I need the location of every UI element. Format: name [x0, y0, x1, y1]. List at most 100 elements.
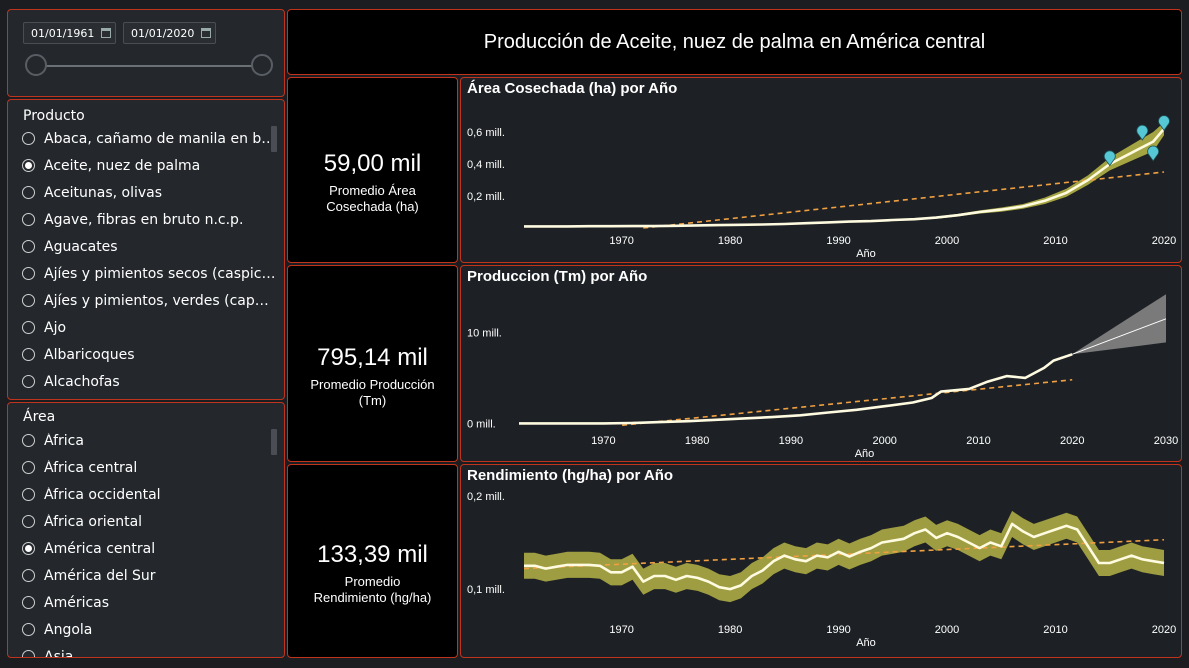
radio-unselected-icon[interactable] [22, 461, 35, 474]
radio-option[interactable]: África central [22, 454, 276, 481]
x-tick-label: 1990 [826, 624, 850, 636]
kpi-card-area: 59,00 mil Promedio Área Cosechada (ha) [287, 77, 458, 263]
date-range-filter: 01/01/1961 01/01/2020 [7, 9, 285, 97]
radio-option[interactable]: África oriental [22, 508, 276, 535]
radio-option[interactable]: Aceitunas, olivas [22, 179, 276, 206]
page-title: Producción de Aceite, nuez de palma en A… [483, 30, 986, 53]
trend-line [523, 538, 1165, 570]
x-tick-label: 1990 [826, 235, 850, 247]
trend-line [643, 171, 1165, 229]
y-tick-label: 0,6 mill. [467, 127, 505, 139]
x-tick-label: 1970 [609, 235, 633, 247]
date-from-value: 01/01/1961 [31, 27, 95, 40]
radio-unselected-icon[interactable] [22, 294, 35, 307]
radio-option[interactable]: América del Sur [22, 562, 276, 589]
area-chart[interactable]: 0,2 mill. 0,4 mill. 0,6 mill. 1970 1980 1990 2… [461, 78, 1181, 262]
chart-title: Rendimiento (hg/ha) por Año [467, 467, 674, 484]
header-panel: Producción de Aceite, nuez de palma en A… [287, 9, 1182, 75]
radio-option-label: África [44, 432, 84, 449]
kpi-card-yield: 133,39 mil Promedio Rendimiento (hg/ha) [287, 464, 458, 658]
anomaly-marker [1158, 115, 1170, 132]
x-tick-label: 2020 [1152, 235, 1176, 247]
x-tick-label: 2010 [966, 435, 990, 447]
radio-option[interactable]: Ajíes y pimientos secos (caspicum spp.) [22, 260, 276, 287]
radio-unselected-icon[interactable] [22, 623, 35, 636]
radio-unselected-icon[interactable] [22, 596, 35, 609]
calendar-icon[interactable] [101, 28, 111, 38]
x-tick-label: 2000 [935, 235, 959, 247]
radio-unselected-icon[interactable] [22, 267, 35, 280]
radio-unselected-icon[interactable] [22, 186, 35, 199]
radio-option[interactable]: Albaricoques [22, 341, 276, 368]
radio-option[interactable]: Alcachofas [22, 368, 276, 395]
x-axis-label: Año [855, 448, 875, 460]
y-tick-label: 0,2 mill. [467, 491, 505, 503]
radio-option[interactable]: Angola [22, 616, 276, 643]
radio-unselected-icon[interactable] [22, 348, 35, 361]
radio-unselected-icon[interactable] [22, 132, 35, 145]
radio-unselected-icon[interactable] [22, 321, 35, 334]
chart-panel-production: Produccion (Tm) por Año 0 mill. 10 mill. 1… [460, 265, 1182, 462]
radio-option[interactable]: América central [22, 535, 276, 562]
series-line [524, 522, 1165, 591]
product-list-scrollbar[interactable] [271, 126, 277, 152]
radio-unselected-icon[interactable] [22, 650, 35, 657]
radio-unselected-icon[interactable] [22, 434, 35, 447]
radio-option-label: África oriental [44, 513, 143, 530]
radio-unselected-icon[interactable] [22, 488, 35, 501]
date-from-input[interactable]: 01/01/1961 [23, 22, 116, 44]
radio-option[interactable]: Ajíes y pimientos, verdes (capsicum spp.… [22, 287, 276, 314]
date-range-end-handle[interactable] [251, 54, 273, 76]
y-tick-label: 0 mill. [467, 418, 496, 430]
radio-option-label: Aceitunas, olivas [44, 184, 163, 201]
chart-panel-yield: Rendimiento (hg/ha) por Año 0,1 mill. 0,2… [460, 464, 1182, 658]
radio-option-label: América central [44, 540, 156, 557]
radio-unselected-icon[interactable] [22, 240, 35, 253]
radio-option[interactable]: Aceite, nuez de palma [22, 152, 276, 179]
trend-line [622, 378, 1073, 427]
radio-option-label: Abaca, cañamo de manila en bruto [44, 130, 276, 147]
radio-option-label: Agave, fibras en bruto n.c.p. [44, 211, 244, 228]
series-line [519, 353, 1073, 425]
y-tick-label: 0,4 mill. [467, 159, 505, 171]
chart-panel-area: Área Cosechada (ha) por Año 0,2 mill. 0,4… [460, 77, 1182, 263]
product-filter: Producto Abaca, cañamo de manila en brut… [7, 99, 285, 400]
radio-option[interactable]: Asia [22, 643, 276, 657]
date-to-input[interactable]: 01/01/2020 [123, 22, 216, 44]
x-tick-label: 2010 [1043, 235, 1067, 247]
radio-unselected-icon[interactable] [22, 213, 35, 226]
yield-chart[interactable]: 0,1 mill. 0,2 mill. 1970 1980 1990 2000 2010 20… [461, 465, 1181, 657]
area-list-scrollbar[interactable] [271, 429, 277, 455]
x-tick-label: 2020 [1060, 435, 1084, 447]
date-range-slider-track[interactable] [44, 65, 271, 67]
x-tick-label: 1980 [685, 435, 709, 447]
calendar-icon[interactable] [201, 28, 211, 38]
radio-option[interactable]: Aguacates [22, 233, 276, 260]
radio-option-label: Ajíes y pimientos, verdes (capsicum spp.… [44, 292, 276, 309]
radio-option[interactable]: África occidental [22, 481, 276, 508]
radio-option[interactable]: Ajo [22, 314, 276, 341]
kpi-card-production: 795,14 mil Promedio Producción (Tm) [287, 265, 458, 462]
x-tick-label: 2000 [872, 435, 896, 447]
radio-option[interactable]: África [22, 427, 276, 454]
radio-option-label: Aguacates [44, 238, 118, 255]
x-tick-label: 1980 [718, 235, 742, 247]
radio-unselected-icon[interactable] [22, 515, 35, 528]
chart-title: Área Cosechada (ha) por Año [467, 80, 678, 97]
radio-unselected-icon[interactable] [22, 569, 35, 582]
x-axis-label: Año [856, 248, 876, 260]
y-tick-label: 10 mill. [467, 327, 502, 339]
radio-option[interactable]: Agave, fibras en bruto n.c.p. [22, 206, 276, 233]
product-radio-list: Abaca, cañamo de manila en bruto Aceite, … [22, 125, 276, 395]
production-chart[interactable]: 0 mill. 10 mill. 1970 1980 1990 2000 2010 2020 2… [461, 266, 1181, 461]
radio-unselected-icon[interactable] [22, 375, 35, 388]
radio-selected-icon[interactable] [22, 159, 35, 172]
date-to-value: 01/01/2020 [131, 27, 195, 40]
radio-option[interactable]: Abaca, cañamo de manila en bruto [22, 125, 276, 152]
y-tick-label: 0,1 mill. [467, 584, 505, 596]
date-range-start-handle[interactable] [25, 54, 47, 76]
radio-option-label: África occidental [44, 486, 161, 503]
chart-title: Produccion (Tm) por Año [467, 268, 648, 285]
radio-selected-icon[interactable] [22, 542, 35, 555]
radio-option[interactable]: Américas [22, 589, 276, 616]
